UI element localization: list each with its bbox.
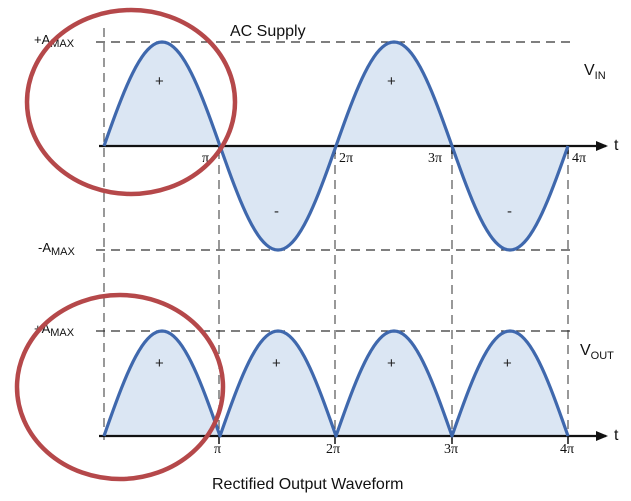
bottom-tick-label-pi: π	[214, 442, 221, 457]
bot-fills-lobe-4	[452, 331, 568, 436]
bottom-highlight-circle	[14, 292, 226, 482]
top-wave-fill	[104, 42, 568, 250]
top-highlight-circle	[24, 7, 238, 197]
bottom-sign-3: +	[387, 355, 396, 372]
bottom-tick-label-2pi: 2π	[326, 442, 340, 457]
top-sign-1: +	[155, 73, 164, 90]
top-t-label: t	[614, 137, 619, 154]
top-sign-4: -	[507, 203, 512, 220]
bottom-sign-4: +	[503, 355, 512, 372]
top-amax-pos-label: +AMAX	[34, 32, 75, 50]
bottom-tick-label-4pi: 4π	[560, 442, 574, 457]
bottom-axis-ticks	[218, 436, 569, 444]
bottom-title: Rectified Output Waveform	[212, 476, 403, 493]
top-sine-wave	[102, 40, 570, 252]
top-tick-label-4pi: 4π	[572, 151, 586, 166]
bot-fills-lobe-2	[220, 331, 336, 436]
top-fills-lobe-3	[336, 42, 452, 146]
bottom-rectified-wave	[102, 329, 570, 438]
bottom-wave-fill	[104, 331, 568, 436]
top-vin-label: VIN	[584, 62, 606, 82]
top-sign-3: +	[387, 73, 396, 90]
top-tick-label-2pi: 2π	[339, 151, 353, 166]
top-sign-2: -	[274, 203, 279, 220]
top-title: AC Supply	[230, 23, 306, 40]
bottom-vout-label: VOUT	[580, 342, 614, 362]
top-tick-label-pi: π	[202, 151, 209, 166]
bottom-sign-1: +	[155, 355, 164, 372]
bot-fills-lobe-3	[336, 331, 452, 436]
top-fills-lobe-2	[220, 146, 336, 250]
top-amax-neg-label: -AMAX	[38, 240, 76, 258]
bottom-tick-label-3pi: 3π	[444, 442, 458, 457]
bottom-sign-2: +	[272, 355, 281, 372]
top-fills-lobe-4	[452, 146, 568, 250]
bot-fills-lobe-1	[104, 331, 220, 436]
top-tick-label-3pi: 3π	[428, 151, 442, 166]
bottom-t-label: t	[614, 427, 619, 444]
top-fills-lobe-1	[104, 42, 220, 146]
